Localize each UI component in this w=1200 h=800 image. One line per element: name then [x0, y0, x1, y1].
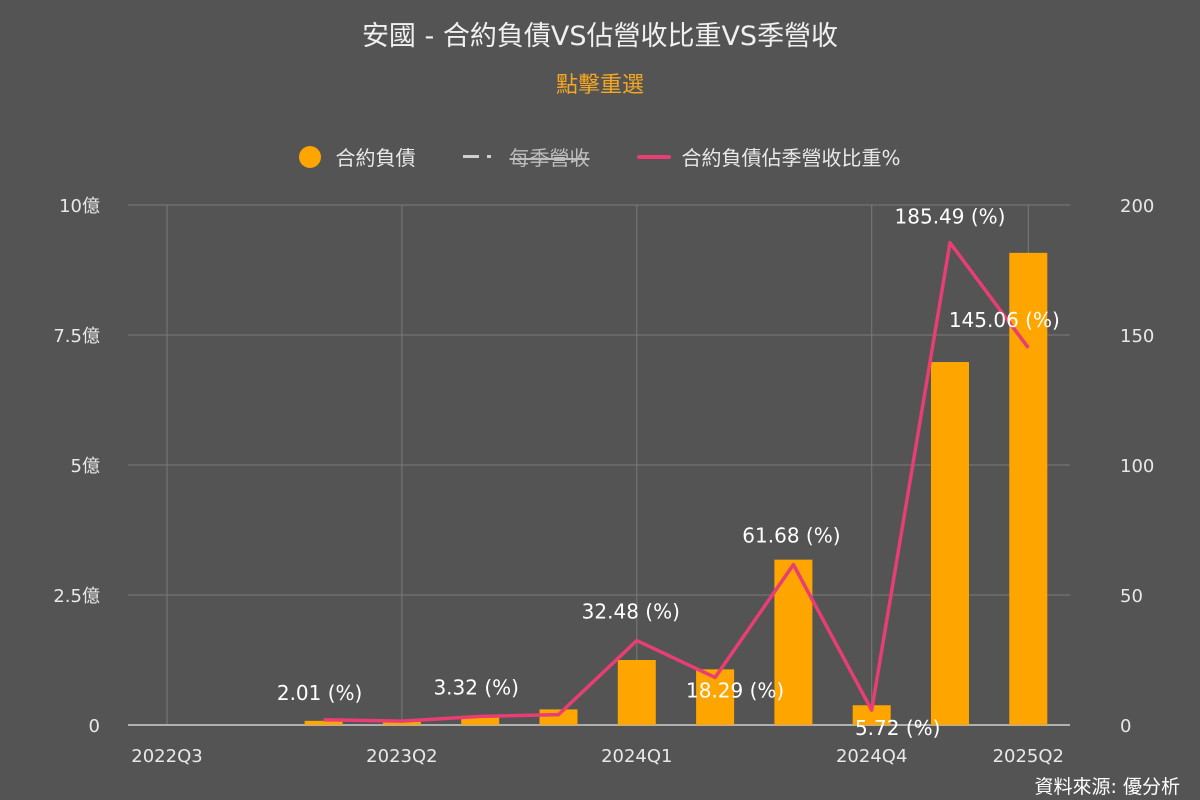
right-axis-tick-label: 50 — [1120, 586, 1143, 607]
bar-contract-liabilities — [461, 716, 500, 725]
legend-item-ratio[interactable]: 合約負債佔季營收比重% — [637, 142, 901, 171]
ratio-data-label: 185.49 (%) — [895, 205, 1006, 229]
left-axis-tick-label: 10億 — [59, 196, 100, 217]
legend-label: 每季營收 — [509, 146, 590, 170]
x-axis-tick-label: 2023Q2 — [366, 746, 437, 767]
right-axis-tick-label: 0 — [1120, 716, 1131, 737]
dash-marker-icon — [463, 155, 499, 159]
right-axis-tick-label: 150 — [1120, 326, 1154, 347]
ratio-line — [323, 240, 1030, 723]
right-axis-tick-label: 100 — [1120, 456, 1154, 477]
reset-selection-link[interactable]: 點擊重選 — [555, 73, 644, 98]
ratio-data-label: 61.68 (%) — [742, 524, 840, 548]
bar-contract-liabilities — [539, 709, 578, 725]
x-axis-tick-label: 2022Q3 — [131, 746, 202, 767]
ratio-data-label: 18.29 (%) — [686, 678, 784, 702]
left-axis-tick-label: 2.5億 — [53, 586, 100, 607]
left-axis-tick-label: 7.5億 — [53, 326, 100, 347]
legend-item-quarterly-revenue[interactable]: 每季營收 — [463, 142, 589, 171]
bar-contract-liabilities — [382, 721, 421, 725]
x-axis-tick-label: 2024Q4 — [836, 746, 907, 767]
ratio-data-label: 3.32 (%) — [433, 675, 519, 699]
x-axis-tick-label: 2024Q1 — [601, 746, 672, 767]
source-credit: 資料來源: 優分析 — [1034, 776, 1180, 798]
ratio-data-label: 5.72 (%) — [855, 716, 941, 740]
circle-marker-icon — [299, 145, 322, 168]
left-axis-tick-label: 0 — [89, 716, 100, 737]
legend-label: 合約負債 — [335, 146, 416, 170]
bar-contract-liabilities — [304, 720, 343, 725]
legend: 合約負債 每季營收 合約負債佔季營收比重% — [0, 142, 1200, 171]
ratio-data-label: 2.01 (%) — [277, 681, 363, 705]
chart-title: 安國 - 合約負債VS佔營收比重VS季營收 — [361, 21, 839, 52]
line-marker-icon — [637, 154, 672, 159]
x-axis-tick-label: 2025Q2 — [993, 746, 1064, 767]
left-axis-tick-label: 5億 — [71, 456, 100, 477]
bar-contract-liabilities — [931, 362, 969, 725]
legend-item-contract-liabilities[interactable]: 合約負債 — [299, 142, 415, 171]
ratio-data-label: 32.48 (%) — [582, 600, 680, 624]
bar-contract-liabilities — [852, 705, 891, 725]
ratio-data-label: 145.06 (%) — [949, 308, 1060, 332]
bar-contract-liabilities — [617, 660, 656, 725]
legend-label: 合約負債佔季營收比重% — [681, 146, 901, 170]
right-axis-tick-label: 200 — [1120, 196, 1154, 217]
